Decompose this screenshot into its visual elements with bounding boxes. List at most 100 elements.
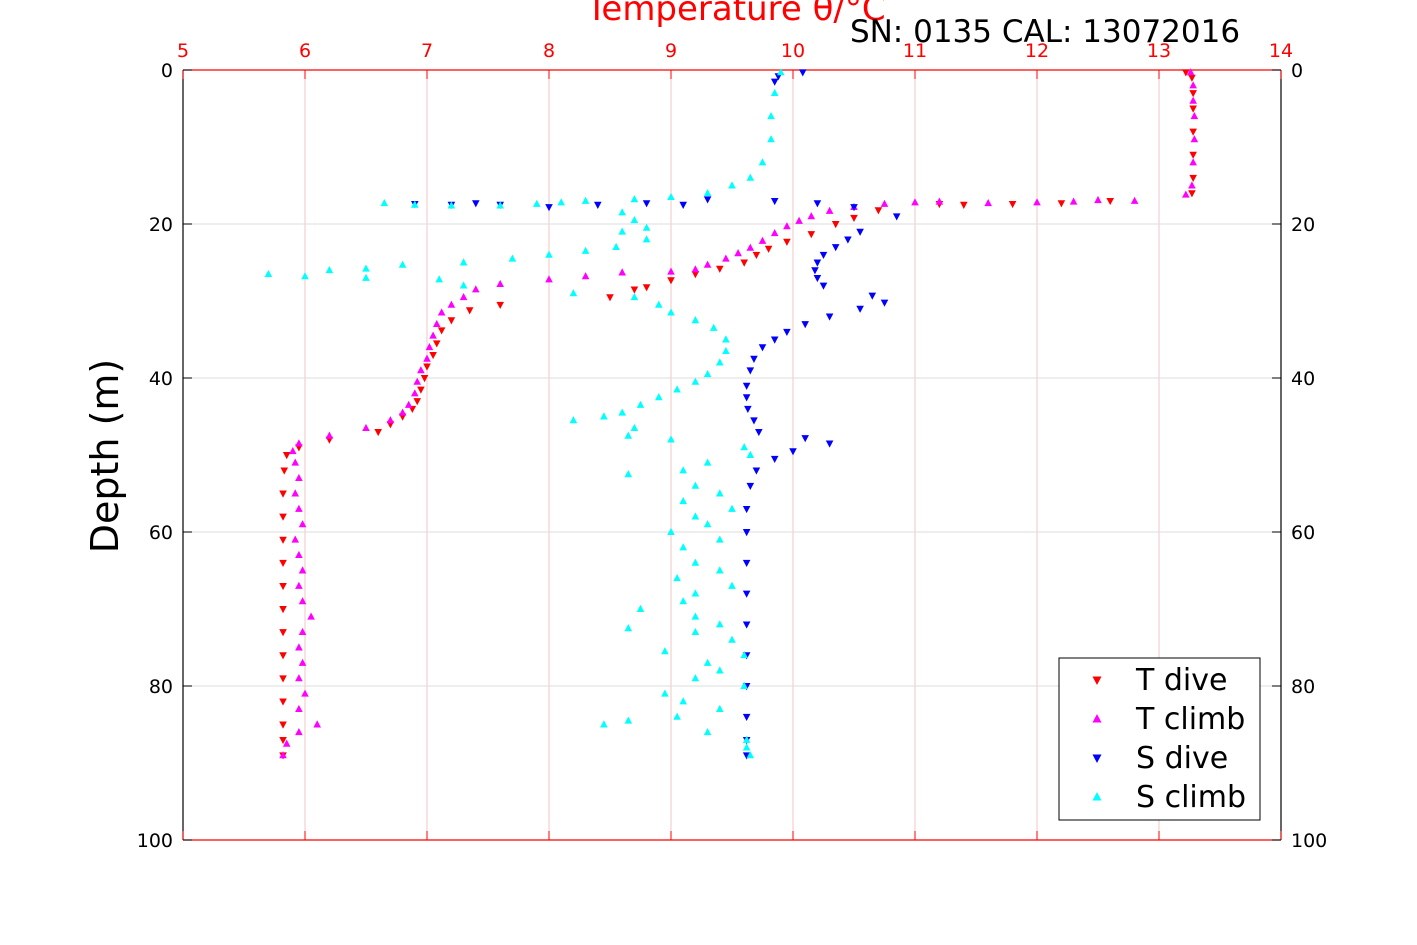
data-point	[752, 467, 761, 475]
data-point	[1008, 201, 1017, 209]
data-point	[279, 582, 287, 591]
data-point	[770, 455, 779, 464]
data-point	[667, 435, 675, 443]
data-point	[740, 443, 748, 451]
data-point	[618, 208, 626, 216]
data-point	[313, 720, 321, 728]
data-point	[295, 504, 303, 512]
data-point	[398, 260, 407, 268]
data-point	[825, 440, 834, 448]
data-point	[630, 286, 639, 294]
data-point	[642, 284, 651, 292]
data-point	[742, 394, 751, 402]
x-tick-label: 7	[421, 40, 433, 62]
data-point	[777, 68, 785, 76]
data-point	[742, 743, 751, 751]
data-point	[935, 197, 944, 205]
data-point	[811, 267, 819, 275]
data-point	[291, 458, 300, 466]
data-point	[447, 201, 456, 209]
data-point	[750, 417, 758, 425]
data-point	[691, 674, 700, 682]
data-point	[691, 481, 700, 489]
data-point	[496, 301, 504, 310]
data-point	[362, 273, 370, 281]
data-point	[437, 327, 446, 335]
data-point	[716, 535, 724, 543]
data-point	[1182, 69, 1190, 77]
y-tick-label-right: 20	[1291, 214, 1315, 236]
data-point	[429, 351, 437, 360]
data-point	[825, 313, 834, 321]
data-point	[298, 520, 307, 528]
data-point	[624, 470, 633, 478]
data-point	[655, 300, 663, 308]
data-point	[264, 269, 273, 277]
data-point	[618, 408, 626, 416]
data-point	[742, 505, 751, 514]
data-point	[1189, 90, 1197, 98]
data-point	[630, 423, 639, 431]
data-point	[1188, 181, 1196, 189]
data-point	[624, 624, 633, 632]
data-point	[413, 398, 422, 406]
series-t-dive	[279, 69, 1197, 760]
data-point	[295, 473, 303, 482]
y-tick-label-right: 0	[1291, 60, 1303, 82]
data-point	[301, 272, 309, 280]
series-s-climb	[264, 68, 785, 759]
legend-label: S dive	[1136, 741, 1228, 776]
data-point	[545, 275, 553, 283]
data-point	[661, 689, 669, 697]
data-point	[844, 236, 852, 244]
x-tick-label: 10	[781, 40, 805, 62]
data-point	[703, 728, 712, 736]
legend-marker	[1092, 714, 1102, 723]
data-point	[679, 201, 687, 209]
x-tick-label: 14	[1269, 40, 1293, 62]
data-point	[630, 195, 639, 203]
data-point	[581, 196, 590, 204]
data-point	[661, 647, 669, 655]
data-point	[447, 300, 456, 308]
data-point	[740, 681, 748, 689]
data-point	[404, 400, 413, 408]
data-point	[679, 497, 687, 505]
data-point	[722, 254, 730, 262]
data-point	[667, 267, 675, 275]
data-point	[618, 268, 626, 276]
data-point	[691, 558, 700, 566]
y-axis-label: Depth (m)	[83, 359, 127, 554]
data-point	[880, 199, 889, 207]
data-point	[432, 340, 441, 348]
y-tick-label-right: 80	[1291, 676, 1315, 698]
data-point	[600, 720, 608, 728]
data-point	[679, 597, 687, 605]
data-point	[569, 416, 578, 424]
data-point	[298, 566, 307, 574]
data-point	[423, 354, 431, 362]
data-point	[742, 529, 751, 537]
legend-marker	[1092, 792, 1102, 801]
data-point	[411, 389, 419, 397]
data-point	[374, 428, 382, 437]
data-point	[1190, 135, 1199, 143]
data-point	[691, 377, 700, 385]
data-point	[1130, 196, 1139, 204]
data-point	[386, 416, 395, 424]
data-point	[280, 467, 289, 475]
data-point	[716, 358, 724, 366]
data-point	[813, 200, 822, 208]
data-point	[679, 543, 687, 551]
data-point	[624, 431, 633, 439]
data-point	[423, 363, 431, 371]
data-point	[691, 612, 700, 620]
data-point	[734, 249, 742, 257]
data-point	[770, 336, 779, 344]
data-point	[420, 375, 429, 383]
x-tick-label: 6	[299, 40, 311, 62]
data-point	[1057, 200, 1066, 208]
data-point	[746, 482, 755, 490]
data-point	[703, 260, 712, 268]
